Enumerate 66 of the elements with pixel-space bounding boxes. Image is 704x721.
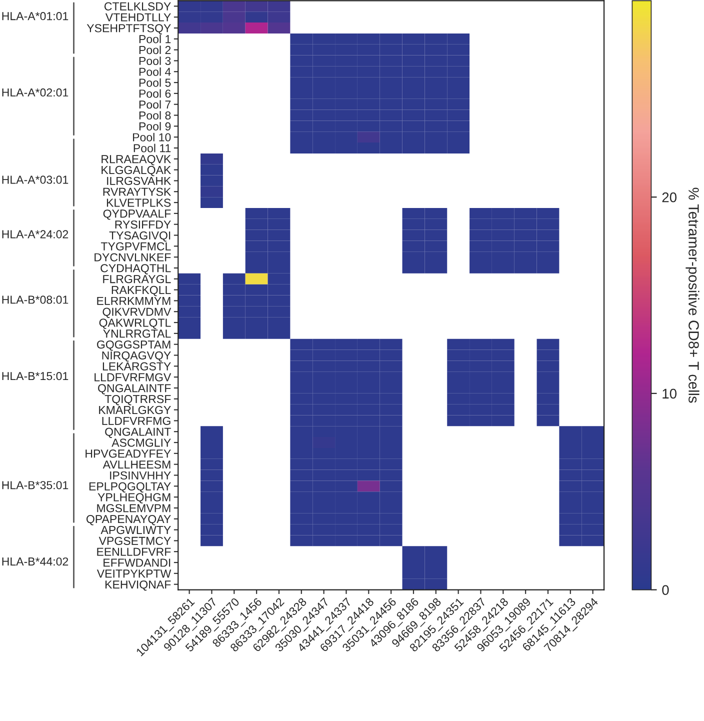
y-tick-label: EENLLDFVRF bbox=[97, 548, 171, 556]
y-tick-label: FLRGRAYGL bbox=[103, 275, 171, 284]
y2-tick-label: HLA-A*24:02 bbox=[2, 230, 68, 238]
y-tick-label: QIKVRVDMV bbox=[102, 308, 172, 318]
y-tick-label: Pool 8 bbox=[139, 111, 171, 120]
y-tick-label: RLRAEAQVK bbox=[102, 155, 172, 166]
y-tick-label: Pool 4 bbox=[139, 67, 171, 76]
y-tick-label: Pool 3 bbox=[139, 56, 171, 66]
y-tick-label: YNLRRGTAL bbox=[103, 330, 171, 338]
y-tick-label: IPSINVHHY bbox=[110, 471, 171, 480]
y2-tick-label: HLA-B*08:01 bbox=[2, 296, 68, 304]
y-tick-label: YPLHEQHGM bbox=[98, 493, 170, 504]
y-tick-label: EFFWDANDI bbox=[104, 558, 170, 567]
y-tick-label: ILRGSVAHK bbox=[107, 176, 172, 185]
y-tick-label: TYSAGIVQI bbox=[109, 231, 170, 242]
y-tick-label: DYCNVLNKEF bbox=[94, 253, 171, 262]
y-tick-label: LEKARGSTY bbox=[102, 362, 171, 370]
y-tick-label: GQGGSPTAM bbox=[97, 340, 170, 351]
y-tick-label: VTEHDTLLY bbox=[105, 13, 171, 22]
y-tick-label: HPVGEADYFEY bbox=[86, 450, 171, 458]
y-tick-label: QAKWRLQTL bbox=[99, 318, 171, 329]
y-tick-label: QNGALAINTF bbox=[98, 384, 171, 394]
y2-tick-label: HLA-B*35:01 bbox=[2, 481, 68, 490]
y-tick-label: Pool 11 bbox=[134, 144, 171, 152]
y2-tick-label: HLA-A*02:01 bbox=[2, 88, 68, 97]
y-tick-label: QPAPENAYQAY bbox=[86, 515, 171, 526]
y-tick-label: Pool 9 bbox=[139, 122, 171, 130]
y-tick-label: Pool 6 bbox=[139, 89, 171, 98]
y-tick-label: APGWLIWTY bbox=[100, 526, 171, 534]
y-tick-label: VEITPYKPTW bbox=[96, 570, 172, 578]
y-tick-label: KLVETPLKS bbox=[106, 198, 171, 207]
y-tick-label: RAKFKQLL bbox=[112, 286, 171, 296]
y-tick-label: LLDFVRFMGV bbox=[94, 373, 172, 382]
y-tick-label: CYDHAQTHL bbox=[100, 264, 171, 274]
y-tick-label: YSEHPTFTSQY bbox=[86, 24, 171, 34]
y-tick-label: QYDPVAALF bbox=[103, 210, 171, 220]
y-tick-label: TQIQTRRSF bbox=[104, 395, 171, 406]
y-tick-label: AVLLHEESM bbox=[102, 460, 170, 469]
y-tick-label: CTELKLSDY bbox=[104, 2, 171, 10]
y-tick-label: Pool 7 bbox=[139, 100, 171, 109]
y-tick-label: RYSIFFDY bbox=[115, 220, 171, 229]
color-bar-label: 10 bbox=[662, 388, 677, 399]
color-bar-label: 20 bbox=[662, 192, 677, 202]
y-tick-label: Pool 5 bbox=[139, 78, 171, 87]
y-tick-label: VPGSETMCY bbox=[98, 536, 171, 545]
y-tick-label: ELRRKMMYM bbox=[97, 296, 170, 305]
y2-tick-label: HLA-B*15:01 bbox=[2, 372, 68, 380]
y-tick-label: EPLPQGQLTAY bbox=[89, 482, 171, 492]
y2-tick-label: HLA-A*01:01 bbox=[2, 12, 68, 20]
y-tick-label: Pool 2 bbox=[139, 46, 171, 54]
y2-tick-label: HLA-A*03:01 bbox=[2, 176, 68, 184]
y-tick-label: KMARLGKGY bbox=[99, 406, 171, 414]
y2-tick-label: HLA-B*44:02 bbox=[2, 557, 68, 566]
y-tick-label: KLGGALQAK bbox=[102, 166, 172, 176]
y-tick-label: QNGALAINT bbox=[105, 428, 171, 438]
color-bar-title: % Tetramer-positive CD8+ T cells bbox=[686, 188, 700, 403]
y-tick-label: LLDFVRFMG bbox=[102, 416, 170, 425]
y-tick-label: Pool 1 bbox=[139, 34, 171, 44]
y-tick-label: KEHVIQNAF bbox=[105, 580, 171, 591]
color-bar-label: 0 bbox=[662, 585, 669, 595]
y-tick-label: NIRQAGVQY bbox=[102, 351, 171, 362]
y-tick-label: TYGPVFMCL bbox=[100, 242, 171, 250]
y-tick-label: ASCMGLIY bbox=[112, 438, 171, 447]
y-tick-label: Pool 10 bbox=[133, 132, 171, 142]
y-tick-label: RVRAYTYSK bbox=[103, 188, 172, 196]
y-tick-label: MGSLEMVPM bbox=[97, 504, 170, 512]
